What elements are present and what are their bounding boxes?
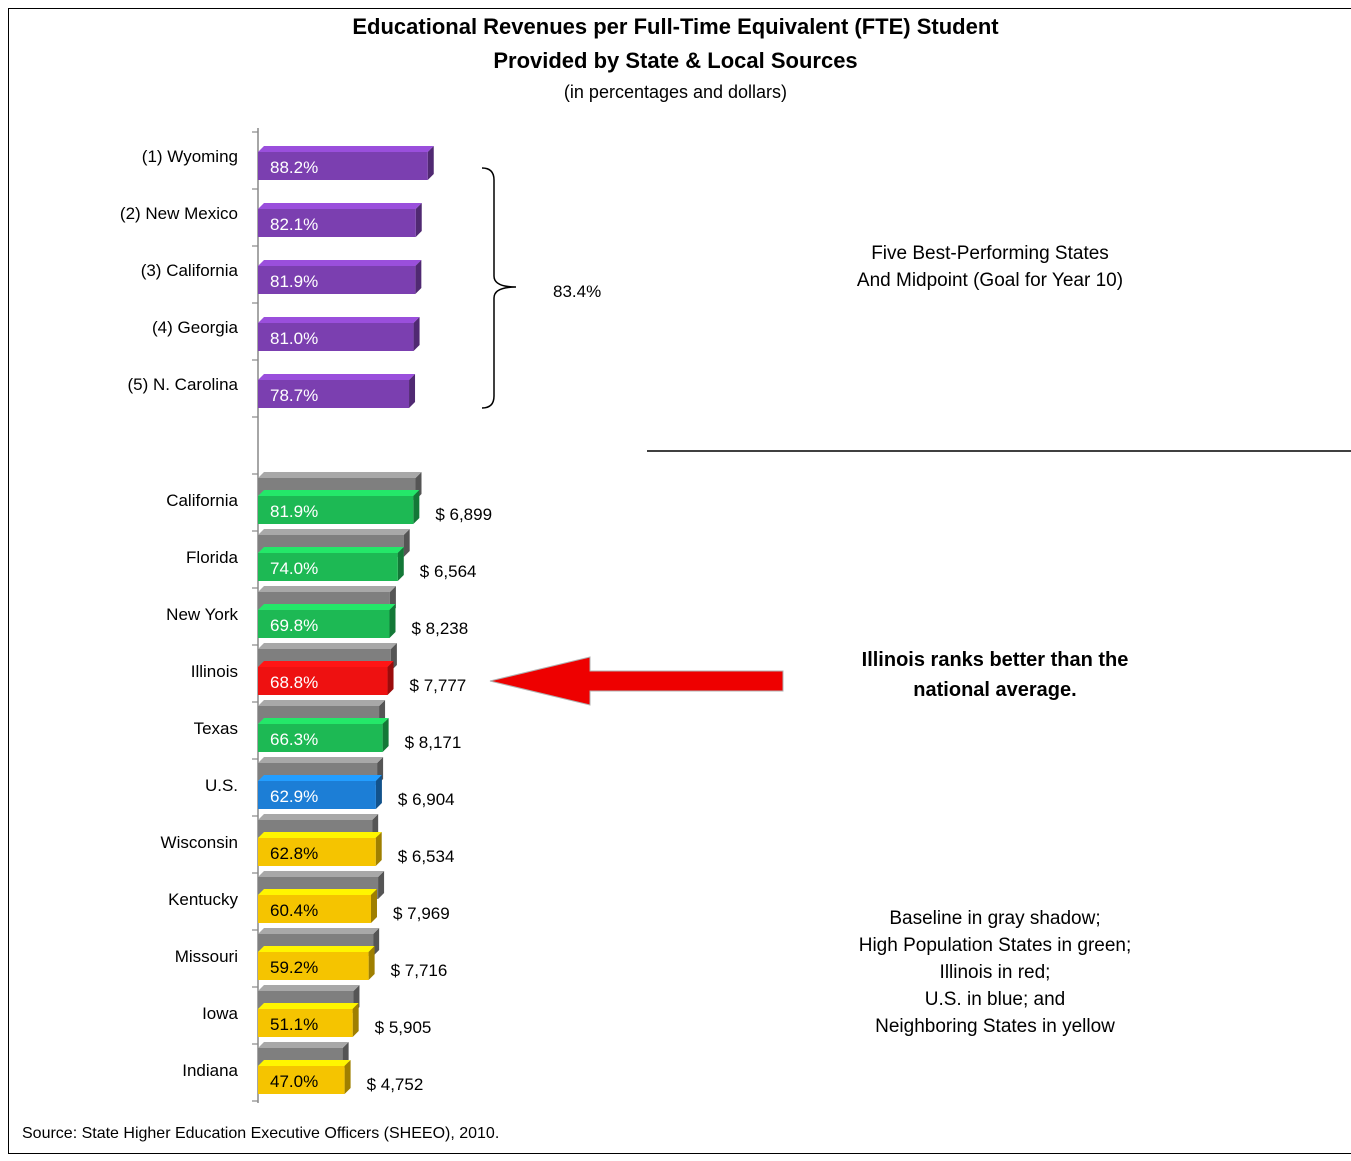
category-label: Texas xyxy=(194,719,238,738)
dollar-label: $ 8,238 xyxy=(412,619,469,638)
bar-value-label: 60.4% xyxy=(270,901,318,920)
bar-bottom-10 xyxy=(258,1060,351,1094)
bar-value-label: 81.0% xyxy=(270,329,318,348)
chart-frame xyxy=(8,8,1351,1154)
chart-subtitle: (in percentages and dollars) xyxy=(563,82,788,102)
bar-top-3 xyxy=(258,317,420,351)
dollar-label: $ 7,777 xyxy=(410,676,467,695)
bracket-label: 83.4% xyxy=(553,282,601,301)
dollar-label: $ 4,752 xyxy=(367,1075,424,1094)
dollar-label: $ 6,534 xyxy=(398,847,455,866)
bar-top-1 xyxy=(258,203,422,237)
category-label: Wisconsin xyxy=(161,833,238,852)
category-label: New York xyxy=(166,605,238,624)
bar-bottom-6 xyxy=(258,832,382,866)
bar-top-4 xyxy=(258,374,416,408)
bar-bottom-3 xyxy=(258,661,394,695)
baseline-bar-top xyxy=(258,1042,349,1048)
category-label: U.S. xyxy=(205,776,238,795)
baseline-bar-top xyxy=(258,757,384,763)
bar-value-label: 51.1% xyxy=(270,1015,318,1034)
category-label: Florida xyxy=(186,548,239,567)
top-group-note-line2: And Midpoint (Goal for Year 10) xyxy=(856,270,1124,291)
category-label: Indiana xyxy=(182,1061,238,1080)
category-label: (3) California xyxy=(141,261,239,280)
baseline-bar-side xyxy=(373,928,380,956)
source-note: Source: State Higher Education Executive… xyxy=(22,1125,500,1142)
bar-value-label: 47.0% xyxy=(270,1072,318,1091)
category-label: Iowa xyxy=(202,1004,238,1023)
bar-bottom-8 xyxy=(258,946,375,980)
bar-value-label: 81.9% xyxy=(270,272,318,291)
bar-value-label: 69.8% xyxy=(270,616,318,635)
bar-bottom-7 xyxy=(258,889,377,923)
baseline-bar-top xyxy=(258,700,386,706)
category-label: Kentucky xyxy=(168,890,238,909)
legend-line: Baseline in gray shadow; xyxy=(889,908,1101,929)
bar-value-label: 78.7% xyxy=(270,386,318,405)
baseline-bar-top xyxy=(258,472,422,478)
dollar-label: $ 5,905 xyxy=(375,1018,432,1037)
category-label: California xyxy=(166,491,238,510)
category-label: (1) Wyoming xyxy=(142,147,238,166)
bracket-shape xyxy=(481,167,517,409)
illinois-arrow xyxy=(489,656,784,706)
dollar-label: $ 7,969 xyxy=(393,904,450,923)
bar-value-label: 62.8% xyxy=(270,844,318,863)
top-group-note-line1: Five Best-Performing States xyxy=(871,243,1109,264)
baseline-bar-top xyxy=(258,871,385,877)
color-legend-note: Baseline in gray shadow; High Population… xyxy=(780,905,1210,1040)
bar-bottom-1 xyxy=(258,547,404,581)
baseline-bar-side xyxy=(378,871,385,899)
bar-value-label: 74.0% xyxy=(270,559,318,578)
baseline-bar-top xyxy=(258,928,380,934)
bar-value-label: 68.8% xyxy=(270,673,318,692)
illinois-callout: Illinois ranks better than the national … xyxy=(790,645,1200,705)
category-label: (4) Georgia xyxy=(152,318,239,337)
dollar-label: $ 8,171 xyxy=(405,733,462,752)
bar-top-2 xyxy=(258,260,422,294)
legend-line: High Population States in green; xyxy=(858,935,1132,956)
bar-bottom-2 xyxy=(258,604,396,638)
baseline-bar-side xyxy=(403,529,410,557)
baseline-bar-top xyxy=(258,586,396,592)
bar-bottom-0 xyxy=(258,490,420,524)
dollar-label: $ 7,716 xyxy=(391,961,448,980)
category-label: (2) New Mexico xyxy=(120,204,238,223)
category-label: (5) N. Carolina xyxy=(127,375,238,394)
category-label: Missouri xyxy=(175,947,238,966)
dollar-label: $ 6,899 xyxy=(435,505,492,524)
bar-value-label: 81.9% xyxy=(270,502,318,521)
bar-bottom-4 xyxy=(258,718,389,752)
baseline-bar-top xyxy=(258,814,379,820)
illinois-callout-line1: Illinois ranks better than the xyxy=(861,649,1129,671)
legend-line: U.S. in blue; and xyxy=(924,989,1066,1010)
legend-line: Neighboring States in yellow xyxy=(875,1016,1115,1037)
bar-value-label: 82.1% xyxy=(270,215,318,234)
top-group-note: Five Best-Performing States And Midpoint… xyxy=(780,240,1200,294)
bar-value-label: 66.3% xyxy=(270,730,318,749)
bar-bottom-9 xyxy=(258,1003,359,1037)
baseline-bar-top xyxy=(258,985,360,991)
category-label: Illinois xyxy=(191,662,238,681)
dollar-label: $ 6,904 xyxy=(398,790,455,809)
bar-bottom-5 xyxy=(258,775,382,809)
illinois-callout-line2: national average. xyxy=(913,679,1077,701)
bar-top-0 xyxy=(258,146,434,180)
chart-title-line2: Provided by State & Local Sources xyxy=(493,48,858,73)
legend-line: Illinois in red; xyxy=(939,962,1051,983)
baseline-bar-top xyxy=(258,529,410,535)
bar-value-label: 59.2% xyxy=(270,958,318,977)
bar-value-label: 62.9% xyxy=(270,787,318,806)
bar-value-label: 88.2% xyxy=(270,158,318,177)
chart-title-line1: Educational Revenues per Full-Time Equiv… xyxy=(352,14,999,39)
dollar-label: $ 6,564 xyxy=(420,562,477,581)
baseline-bar-top xyxy=(258,643,397,649)
